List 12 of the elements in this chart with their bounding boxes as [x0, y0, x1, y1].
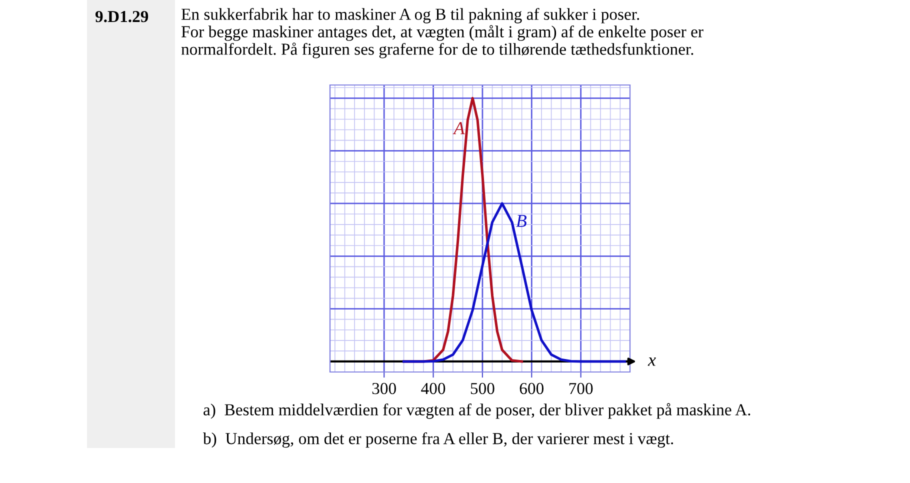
chart-subtitle: En sukkerfabrik har to maskiner A og B til pakning af sukker i poser. For begge maskiner antages det, at vægten (målt i gram) af de enkelte poser er normalfordelt. På figuren ses graferne for de to tilhørende tæthedsfunktioner.: [181, 8, 704, 58]
text: 9.D1.29: [95, 10, 148, 22]
series-label: A: [452, 122, 465, 134]
x-tick-label: 600: [520, 382, 544, 394]
text: a) Bestem middelværdien for vægten af de poser, der bliver pakket på maskine A.: [204, 403, 750, 419]
x-tick-label: 500: [470, 382, 494, 394]
x-tick-label: 300: [372, 382, 396, 394]
text: b) Undersøg, om det er poserne fra A eller B, der varierer mest i vægt.: [203, 432, 674, 448]
x-tick-label: 400: [421, 382, 446, 394]
x-axis-title: x: [648, 358, 656, 366]
x-tick-label: 700: [569, 382, 593, 394]
series-label: B: [516, 214, 527, 227]
